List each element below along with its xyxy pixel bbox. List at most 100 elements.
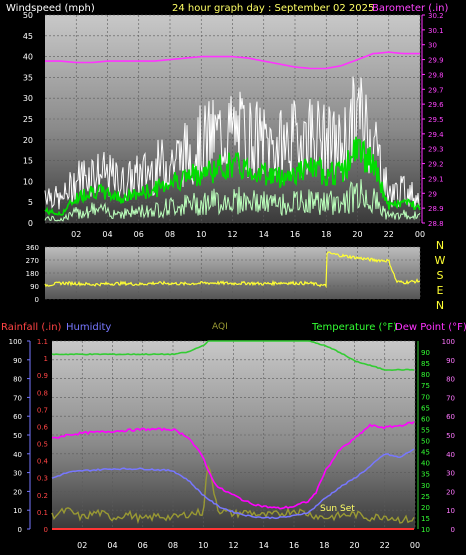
wind-direction-line [44, 251, 421, 289]
climate-x-tick: 00 [410, 541, 420, 550]
rain-y-tick: 0.5 [37, 441, 48, 449]
climate-x-tick: 02 [77, 541, 87, 550]
climate-x-tick: 16 [289, 541, 299, 550]
temperature-y-tick: 10 [421, 526, 430, 534]
barometer-y-tick: 29.7 [428, 86, 444, 94]
dewpoint-y-tick: 0 [451, 526, 455, 534]
temperature-y-tick: 40 [421, 460, 430, 468]
rain-y-tick: 1 [44, 355, 48, 363]
rainfall-label: Rainfall (.in) [1, 322, 62, 333]
direction-y-tick: 180 [26, 270, 39, 278]
temperature-y-tick: 65 [421, 404, 430, 412]
compass-point: E [437, 284, 444, 297]
dewpoint-label: Dew Point (°F) [395, 322, 466, 333]
compass-point: N [436, 299, 444, 312]
wind-y-tick: 30 [23, 94, 33, 103]
humidity-line [51, 448, 415, 520]
direction-y-tick: 360 [26, 244, 39, 252]
rain-y-tick: 0.7 [37, 406, 48, 414]
temperature-y-tick: 90 [421, 349, 430, 357]
rain-y-tick: 0.1 [37, 509, 48, 517]
wind-x-tick: 06 [134, 230, 144, 239]
climate-panel-axes: 010203040506070809010000.10.20.30.40.50.… [9, 338, 455, 550]
climate-x-tick: 06 [138, 541, 148, 550]
temperature-y-tick: 35 [421, 471, 430, 479]
wind-x-tick: 00 [415, 230, 425, 239]
temperature-line [51, 340, 415, 372]
humidity-y-tick: 10 [13, 507, 22, 515]
climate-x-tick: 14 [259, 541, 269, 550]
direction-panel-axes: 0 90 180 270 360 [26, 244, 39, 304]
wind-y-tick: 45 [23, 32, 33, 41]
humidity-y-tick: 20 [13, 488, 22, 496]
wind-x-tick: 02 [71, 230, 81, 239]
climate-x-tick: 22 [380, 541, 390, 550]
compass-point: N [436, 239, 444, 252]
barometer-y-tick: 29.5 [428, 116, 444, 124]
humidity-y-tick: 100 [9, 338, 22, 346]
wind-x-tick: 04 [102, 230, 112, 239]
temperature-y-tick: 80 [421, 371, 430, 379]
wind-x-tick: 12 [227, 230, 237, 239]
dewpoint-y-tick: 50 [446, 432, 455, 440]
temperature-y-tick: 50 [421, 438, 430, 446]
direction-y-tick: 0 [35, 296, 39, 304]
rain-y-tick: 1.1 [37, 338, 48, 346]
rain-y-tick: 0.2 [37, 492, 48, 500]
climate-x-tick: 04 [107, 541, 117, 550]
dewpoint-y-tick: 30 [446, 470, 455, 478]
wind-x-tick: 14 [259, 230, 269, 239]
barometer-y-tick: 29.9 [428, 57, 444, 65]
wind-y-tick: 15 [23, 157, 33, 166]
climate-x-tick: 10 [198, 541, 208, 550]
wind-x-tick: 18 [321, 230, 331, 239]
temperature-y-tick: 55 [421, 426, 430, 434]
wind-y-tick: 10 [23, 177, 33, 186]
humidity-y-tick: 30 [13, 470, 22, 478]
climate-panel-series [51, 340, 415, 530]
rain-y-tick: 0.3 [37, 475, 48, 483]
climate-x-tick: 08 [168, 541, 178, 550]
barometer-y-tick: 29 [428, 190, 437, 198]
climate-x-tick: 18 [319, 541, 329, 550]
dewpoint-line [51, 421, 415, 510]
wind-y-tick: 35 [23, 73, 33, 82]
dewpoint-y-tick: 70 [446, 394, 455, 402]
rain-y-tick: 0.9 [37, 372, 48, 380]
humidity-label: Humidity [66, 322, 111, 333]
barometer-y-tick: 28.8 [428, 220, 444, 228]
wind-x-tick: 08 [165, 230, 175, 239]
barometer-line [45, 51, 420, 70]
chart-title: 24 hour graph day : September 02 2025 [172, 3, 374, 14]
rain-y-tick: 0.6 [37, 423, 49, 431]
wind-x-tick: 10 [196, 230, 206, 239]
temperature-y-tick: 45 [421, 449, 430, 457]
temperature-y-tick: 30 [421, 482, 430, 490]
dewpoint-y-tick: 40 [446, 451, 455, 459]
rain-y-tick: 0 [44, 526, 48, 534]
temperature-y-tick: 60 [421, 415, 430, 423]
wind-x-tick: 16 [290, 230, 300, 239]
humidity-y-tick: 80 [13, 376, 22, 384]
rain-y-tick: 0.4 [37, 458, 49, 466]
barometer-y-tick: 30 [428, 42, 437, 50]
wind-y-tick: 20 [23, 136, 33, 145]
climate-x-tick: 20 [349, 541, 359, 550]
windspeed-label: Windspeed (mph) [6, 3, 95, 14]
barometer-y-tick: 29.3 [428, 146, 444, 154]
direction-y-tick: 270 [26, 257, 39, 265]
humidity-y-tick: 0 [18, 526, 22, 534]
wind-x-tick: 22 [384, 230, 394, 239]
barometer-y-tick: 29.2 [428, 161, 444, 169]
compass-point: W [435, 254, 446, 267]
barometer-y-tick: 30.1 [428, 27, 444, 35]
direction-y-tick: 90 [30, 283, 39, 291]
temperature-y-tick: 70 [421, 393, 430, 401]
barometer-y-tick: 28.9 [428, 205, 444, 213]
wind-average-line [44, 136, 421, 216]
humidity-y-tick: 70 [13, 394, 22, 402]
wind-base-line [44, 179, 421, 222]
aqi-line [51, 463, 415, 525]
wind-x-tick: 20 [352, 230, 362, 239]
wind-panel-series [44, 51, 421, 222]
